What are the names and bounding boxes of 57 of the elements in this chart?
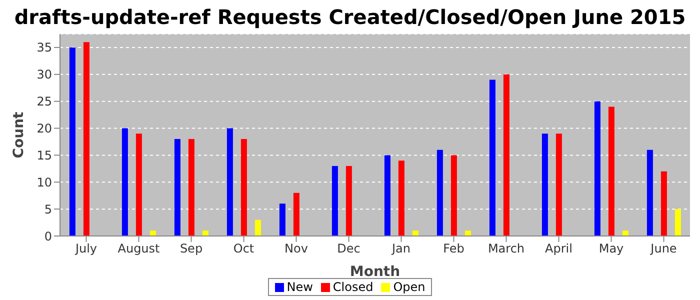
bar bbox=[122, 128, 128, 236]
bar bbox=[384, 155, 390, 236]
bar bbox=[346, 166, 352, 236]
bar bbox=[188, 139, 194, 236]
bar bbox=[69, 47, 76, 236]
x-tick-label: Oct bbox=[233, 242, 254, 256]
bar bbox=[464, 230, 471, 236]
legend-label: Open bbox=[393, 280, 426, 294]
bar bbox=[489, 80, 496, 236]
bar bbox=[436, 150, 443, 236]
x-tick-label: August bbox=[118, 242, 160, 256]
y-tick-label: 0 bbox=[44, 229, 52, 244]
bar bbox=[412, 230, 418, 236]
x-tick-label: May bbox=[598, 242, 624, 256]
x-axis-title: Month bbox=[350, 264, 400, 280]
bar bbox=[240, 139, 247, 236]
x-tick-label: Dec bbox=[337, 242, 360, 256]
y-tick-label: 15 bbox=[36, 148, 52, 162]
x-tick-label: Jan bbox=[391, 242, 410, 256]
x-tick-label: July bbox=[74, 242, 98, 256]
bar bbox=[254, 220, 261, 236]
bar bbox=[279, 204, 286, 236]
chart-title: drafts-update-ref Requests Created/Closed/Open June 2015 bbox=[13, 4, 687, 31]
bar bbox=[293, 192, 300, 236]
bar bbox=[622, 230, 628, 236]
y-axis-title: Count bbox=[10, 111, 27, 158]
bar bbox=[332, 166, 338, 236]
bar bbox=[594, 101, 600, 236]
x-tick-label: March bbox=[488, 242, 525, 256]
bar bbox=[660, 171, 667, 236]
bar bbox=[136, 134, 142, 236]
x-tick-label: Feb bbox=[443, 242, 464, 256]
legend-label: New bbox=[286, 280, 313, 294]
y-tick-label: 25 bbox=[36, 94, 52, 109]
y-tick-label: 35 bbox=[36, 40, 52, 55]
bar bbox=[674, 209, 681, 236]
bar bbox=[608, 106, 614, 236]
bar bbox=[150, 230, 156, 236]
bar bbox=[202, 230, 208, 236]
legend-label: Closed bbox=[332, 280, 374, 294]
bar bbox=[174, 139, 180, 236]
bar bbox=[556, 134, 562, 236]
bar bbox=[503, 74, 510, 236]
y-tick-label: 10 bbox=[36, 175, 52, 190]
bar bbox=[83, 42, 90, 236]
y-tick-label: 30 bbox=[36, 68, 52, 82]
bar bbox=[226, 128, 233, 236]
bar bbox=[450, 155, 457, 236]
x-tick-label: June bbox=[650, 242, 677, 256]
y-tick-label: 20 bbox=[36, 122, 52, 136]
bar bbox=[646, 150, 653, 236]
bar bbox=[398, 160, 404, 236]
y-tick-label: 5 bbox=[44, 202, 52, 216]
x-tick-label: Sep bbox=[180, 242, 203, 256]
x-tick-label: Nov bbox=[284, 242, 308, 256]
x-tick-label: April bbox=[545, 242, 572, 256]
bar bbox=[542, 134, 548, 236]
